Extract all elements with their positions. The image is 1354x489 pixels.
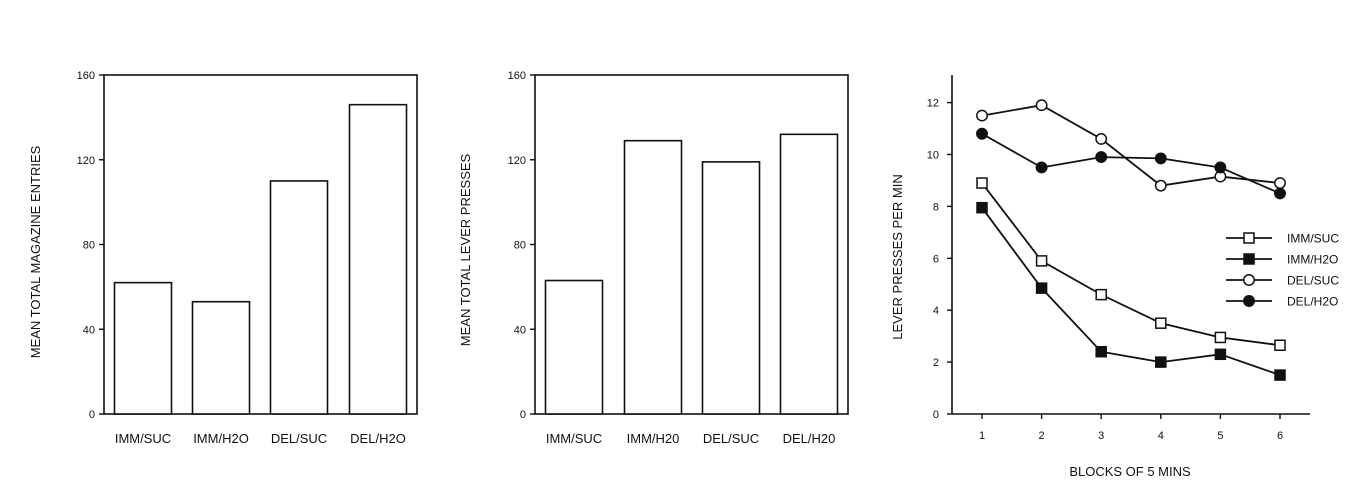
legend-marker-imm-suc bbox=[1243, 232, 1255, 244]
x-axis-categories: IMM/SUC IMM/H20 DEL/SUC DEL/H20 bbox=[546, 431, 836, 446]
data-point-imm-suc bbox=[976, 177, 988, 189]
x-axis-title: BLOCKS OF 5 MINS bbox=[1069, 464, 1191, 479]
bar-del-h2o bbox=[348, 103, 408, 415]
bar-imm-suc bbox=[113, 281, 173, 415]
x-tick-label: 2 bbox=[1039, 430, 1045, 442]
data-point-del-h2o bbox=[976, 127, 988, 140]
category-label: IMM/H20 bbox=[627, 431, 680, 446]
data-point-del-h2o bbox=[1095, 151, 1108, 164]
data-point-imm-h2o bbox=[1035, 282, 1048, 294]
bars bbox=[544, 133, 839, 415]
data-point-imm-h2o bbox=[1214, 348, 1227, 361]
legend-label-del-suc: DEL/SUC bbox=[1287, 274, 1339, 288]
x-tick-label: 4 bbox=[1158, 430, 1164, 442]
legend: IMM/SUC IMM/H2O DEL/SUC DEL/H2O bbox=[1226, 232, 1339, 309]
y-axis-ticks: 0 2 4 6 8 10 12 bbox=[927, 98, 952, 421]
data-point-imm-suc bbox=[1095, 288, 1107, 301]
data-point-del-suc bbox=[1095, 132, 1108, 145]
data-point-imm-h2o bbox=[1095, 345, 1107, 358]
bar-imm-h20 bbox=[623, 139, 683, 415]
x-axis-categories: IMM/SUC IMM/H2O DEL/SUC DEL/H2O bbox=[115, 431, 406, 446]
bar-del-suc bbox=[701, 161, 761, 415]
series-line-imm-suc bbox=[981, 182, 1281, 347]
legend-label-imm-suc: IMM/SUC bbox=[1287, 232, 1339, 246]
bar-del-suc bbox=[269, 180, 329, 415]
legend-label-del-h2o: DEL/H2O bbox=[1287, 295, 1338, 309]
category-label: DEL/SUC bbox=[703, 431, 759, 446]
data-point-imm-h2o bbox=[1274, 369, 1286, 381]
bar-imm-suc bbox=[544, 279, 604, 415]
y-tick-label: 40 bbox=[514, 324, 526, 336]
bar-del-h20 bbox=[779, 133, 839, 415]
y-tick-label: 40 bbox=[83, 324, 95, 336]
data-point-del-suc bbox=[1154, 179, 1167, 192]
y-tick-label: 80 bbox=[83, 240, 95, 252]
category-label: DEL/H2O bbox=[350, 431, 406, 446]
category-label: IMM/H2O bbox=[193, 431, 249, 446]
data-point-imm-suc bbox=[1274, 339, 1286, 351]
y-tick-label: 120 bbox=[77, 155, 95, 167]
legend-marker-imm-h2o bbox=[1243, 253, 1255, 265]
bars bbox=[113, 103, 408, 415]
data-point-imm-suc bbox=[1214, 331, 1227, 344]
data-point-del-suc bbox=[976, 109, 988, 122]
y-tick-label: 160 bbox=[77, 70, 95, 82]
y-tick-label: 80 bbox=[514, 240, 526, 252]
y-tick-label: 6 bbox=[933, 253, 939, 265]
data-point-del-suc bbox=[1274, 177, 1286, 189]
y-tick-label: 12 bbox=[927, 98, 939, 110]
category-label: IMM/SUC bbox=[115, 431, 171, 446]
y-axis-ticks: 0 40 80 120 160 bbox=[508, 70, 535, 421]
series-line-del-suc bbox=[981, 104, 1281, 187]
data-point-imm-suc bbox=[1155, 317, 1167, 329]
category-label: DEL/H20 bbox=[783, 431, 836, 446]
data-point-del-h2o bbox=[1035, 161, 1048, 174]
x-axis-ticks: 1 2 3 4 5 6 bbox=[979, 414, 1283, 442]
y-axis-title: MEAN TOTAL LEVER PRESSES bbox=[458, 153, 473, 346]
series-markers bbox=[976, 99, 1286, 381]
series-lines bbox=[981, 104, 1281, 376]
y-tick-label: 0 bbox=[520, 409, 526, 421]
y-axis-title: LEVER PRESSES PER MIN bbox=[890, 174, 905, 339]
y-tick-label: 8 bbox=[933, 201, 939, 213]
lever-presses-bar-chart: 0 40 80 120 160 IMM/SUC IMM/H20 DEL/SUC DEL/H20… bbox=[458, 70, 849, 446]
y-tick-label: 120 bbox=[508, 155, 526, 167]
data-point-imm-suc bbox=[1035, 255, 1048, 267]
y-axis-title: MEAN TOTAL MAGAZINE ENTRIES bbox=[28, 145, 43, 358]
series-line-imm-h2o bbox=[981, 207, 1281, 376]
category-label: IMM/SUC bbox=[546, 431, 602, 446]
y-tick-label: 160 bbox=[508, 70, 526, 82]
data-point-del-suc bbox=[1035, 99, 1048, 112]
x-tick-label: 6 bbox=[1277, 430, 1283, 442]
y-tick-label: 0 bbox=[89, 409, 95, 421]
y-tick-label: 10 bbox=[927, 150, 939, 162]
bar-imm-h2o bbox=[191, 300, 251, 415]
x-tick-label: 5 bbox=[1217, 430, 1223, 442]
data-point-del-h2o bbox=[1274, 187, 1286, 200]
y-tick-label: 0 bbox=[933, 409, 939, 421]
legend-marker-del-h2o bbox=[1243, 295, 1255, 307]
legend-label-imm-h2o: IMM/H2O bbox=[1287, 253, 1338, 267]
data-point-del-h2o bbox=[1214, 161, 1227, 174]
series-line-del-h2o bbox=[981, 132, 1281, 195]
data-point-imm-h2o bbox=[1155, 356, 1167, 368]
data-point-del-h2o bbox=[1154, 152, 1167, 165]
legend-marker-del-suc bbox=[1243, 274, 1255, 286]
magazine-entries-bar-chart: 0 40 80 120 160 IMM/SUC IMM/H2O DEL/SUC DEL/H2O… bbox=[28, 70, 418, 446]
y-tick-label: 2 bbox=[933, 357, 939, 369]
y-axis-ticks: 0 40 80 120 160 bbox=[77, 70, 104, 421]
y-tick-label: 4 bbox=[933, 305, 939, 317]
x-tick-label: 3 bbox=[1098, 430, 1104, 442]
x-tick-label: 1 bbox=[979, 430, 985, 442]
data-point-imm-h2o bbox=[976, 201, 988, 214]
category-label: DEL/SUC bbox=[271, 431, 327, 446]
